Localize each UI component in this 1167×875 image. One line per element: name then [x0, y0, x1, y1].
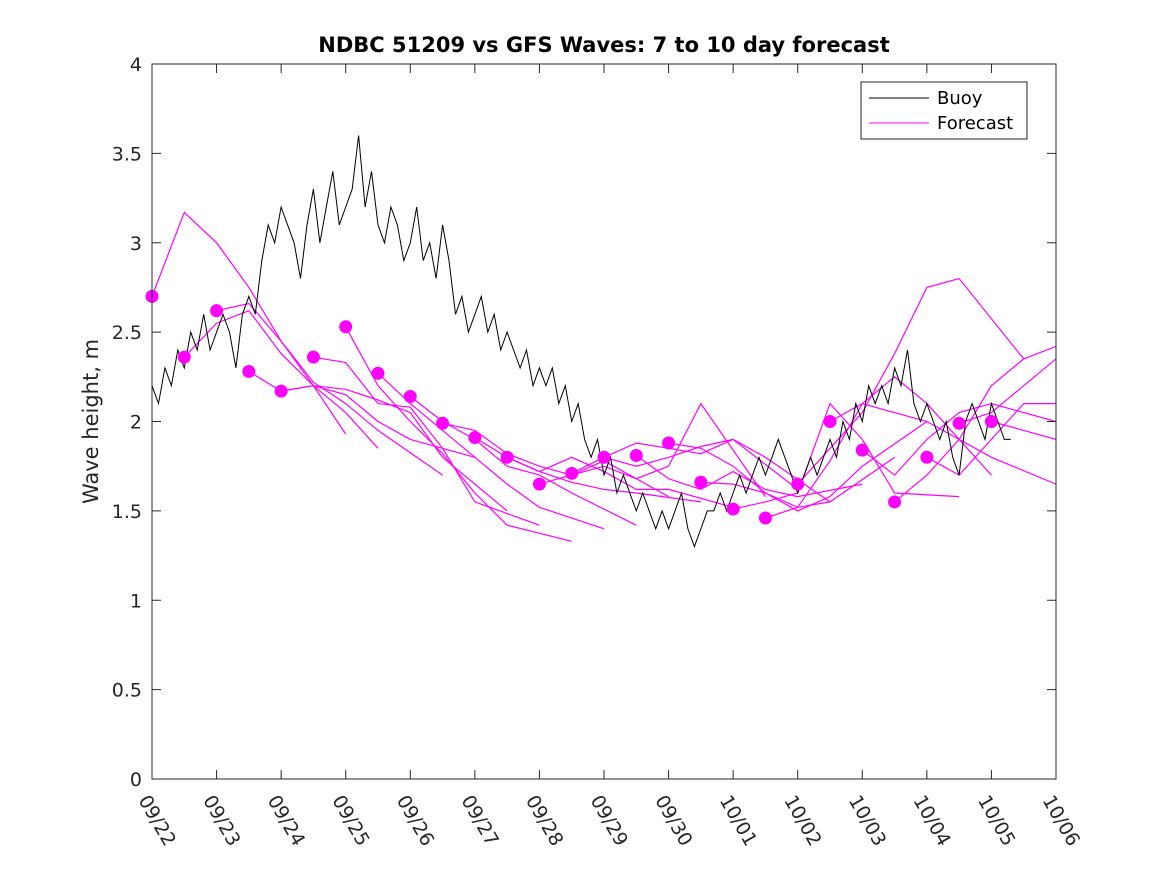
forecast-line-13 [571, 438, 799, 490]
buoy-line [152, 135, 1011, 549]
forecast-marker [662, 436, 676, 450]
x-tick-label: 09/22 [134, 792, 180, 850]
forecast-line-3 [248, 370, 476, 458]
buoy-series [152, 135, 1011, 549]
y-tick-label: 2.5 [112, 322, 142, 344]
forecast-marker [436, 416, 450, 430]
forecast-marker [532, 477, 546, 491]
x-tick-label: 10/01 [715, 792, 761, 850]
forecast-marker [888, 495, 902, 509]
forecast-line-7 [377, 372, 605, 530]
x-tick-label: 09/30 [650, 792, 696, 850]
forecast-marker [823, 415, 837, 428]
forecast-marker [791, 477, 805, 491]
forecast-line-21 [829, 402, 1056, 485]
x-tick-label: 09/26 [392, 792, 438, 850]
forecast-line-24 [926, 403, 1056, 476]
forecast-marker [500, 450, 514, 464]
forecast-line-6 [345, 326, 572, 542]
y-tick-label: 4 [130, 54, 142, 76]
forecast-line-4 [281, 385, 508, 512]
forecast-lines [152, 211, 1056, 542]
forecast-marker [403, 389, 417, 403]
forecast-line-14 [603, 438, 831, 503]
y-tick-label: 0 [130, 769, 142, 791]
forecast-marker [468, 431, 482, 445]
forecast-line-15 [635, 455, 863, 498]
forecast-markers [145, 289, 998, 525]
axes: 0 0.5 1 1.5 2 2.5 3 3.5 4 09/22 09/23 09/24 09/25 09/… [112, 54, 1084, 850]
x-tick-label: 10/03 [844, 792, 890, 850]
forecast-marker [984, 415, 998, 428]
forecast-marker [210, 304, 224, 318]
x-tick-label: 09/29 [586, 792, 632, 850]
forecast-marker [855, 443, 869, 457]
forecast-marker [920, 450, 934, 464]
x-tick-label: 09/27 [457, 792, 503, 850]
forecast-marker [694, 475, 708, 489]
legend-label-buoy: Buoy [937, 88, 983, 109]
forecast-line-5 [313, 356, 540, 526]
forecast-marker [726, 502, 740, 516]
forecast-line-17 [700, 421, 928, 512]
x-tick-label: 10/05 [973, 792, 1019, 850]
y-tick-label: 1 [130, 590, 142, 612]
chart-title: NDBC 51209 vs GFS Waves: 7 to 10 day for… [318, 33, 889, 57]
x-tick-label: 09/25 [327, 792, 373, 850]
forecast-marker [758, 511, 772, 525]
forecast-marker [274, 384, 288, 398]
y-tick-label: 3.5 [112, 143, 142, 165]
forecast-marker [629, 448, 643, 462]
x-tick-label: 09/28 [521, 792, 567, 850]
x-tick-label: 09/24 [263, 792, 309, 850]
forecast-line-1 [183, 309, 379, 449]
forecast-marker [597, 450, 611, 464]
forecast-line-0 [152, 211, 347, 435]
forecast-marker [339, 320, 353, 334]
legend-box [860, 81, 1028, 140]
x-tick-label: 10/04 [909, 792, 955, 850]
forecast-marker [371, 366, 385, 380]
y-axis-title: Wave height, m [79, 339, 103, 504]
forecast-line-26 [991, 420, 1056, 440]
forecast-marker [565, 466, 579, 480]
forecast-marker [306, 350, 320, 364]
forecast-line-23 [894, 345, 1056, 503]
x-tick-label: 10/06 [1038, 792, 1084, 850]
forecast-line-18 [732, 402, 960, 510]
legend-label-forecast: Forecast [937, 113, 1013, 134]
x-tick-label: 10/02 [779, 792, 825, 850]
x-tick-label: 09/23 [198, 792, 244, 850]
legend: Buoy Forecast [860, 81, 1028, 140]
forecast-line-20 [797, 277, 1025, 485]
forecast-marker [242, 364, 256, 378]
forecast-line-2 [216, 302, 443, 476]
y-tick-label: 0.5 [112, 680, 142, 702]
forecast-line-25 [958, 358, 1056, 424]
y-tick-label: 3 [130, 233, 142, 255]
forecast-marker [952, 416, 966, 430]
forecast-line-11 [506, 456, 734, 508]
y-tick-label: 1.5 [112, 501, 142, 523]
forecast-marker [177, 350, 191, 364]
forecast-line-22 [861, 402, 1056, 476]
y-tick-label: 2 [130, 412, 142, 434]
